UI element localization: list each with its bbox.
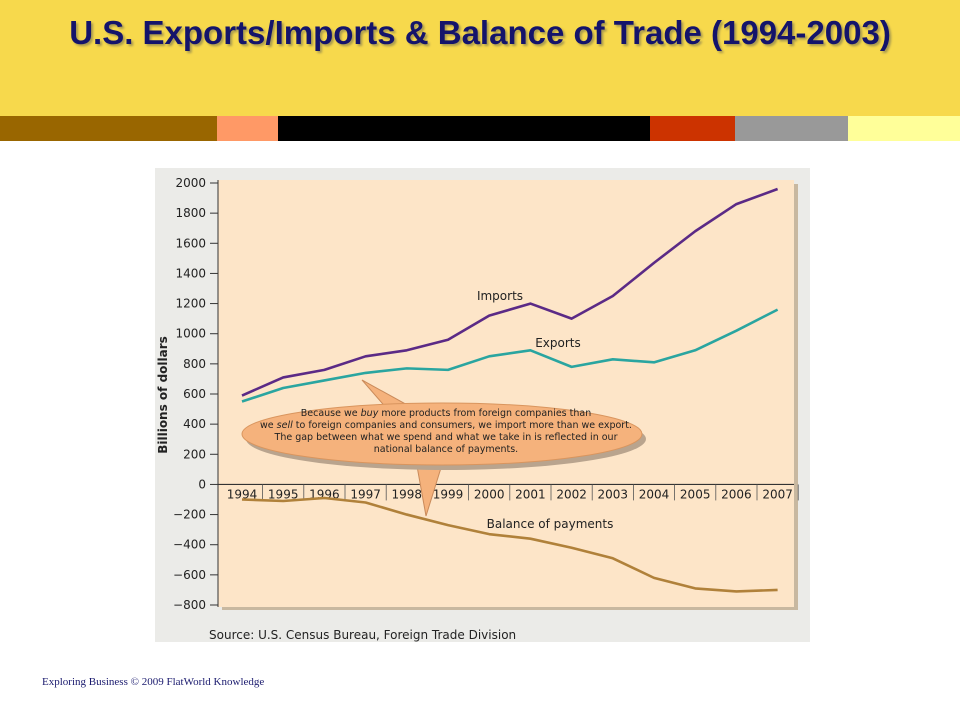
stripe (0, 116, 217, 141)
stripe (735, 116, 848, 141)
y-tick-label: −600 (173, 568, 206, 582)
callout (241, 402, 643, 466)
x-tick-label: 1997 (350, 487, 381, 501)
x-tick-label: 2002 (556, 487, 587, 501)
x-tick-label: 2003 (598, 487, 629, 501)
x-tick-label: 1994 (227, 487, 258, 501)
callout-text: Because we buy more products from foreig… (301, 408, 591, 419)
series-label: Exports (535, 336, 581, 350)
header-band (0, 0, 960, 116)
y-tick-label: 400 (183, 417, 206, 431)
series-line (241, 496, 778, 593)
stripe (278, 116, 650, 141)
x-tick-label: 2005 (680, 487, 711, 501)
y-tick-label: 0 (198, 477, 206, 491)
x-tick-label: 1995 (268, 487, 299, 501)
x-tick-label: 2004 (639, 487, 670, 501)
source-note: Source: U.S. Census Bureau, Foreign Trad… (209, 628, 516, 642)
y-tick-label: 1200 (175, 297, 206, 311)
series-line (241, 187, 779, 397)
series-label: Balance of payments (487, 517, 614, 531)
x-tick-label: 2001 (515, 487, 546, 501)
y-tick-label: −400 (173, 538, 206, 552)
chart: 2000180016001400120010008006004002000−20… (156, 176, 799, 642)
y-tick-label: 800 (183, 357, 206, 371)
y-tick-label: 1000 (175, 327, 206, 341)
series-label: Imports (477, 289, 523, 303)
x-tick-label: 2000 (474, 487, 505, 501)
y-tick-label: 1600 (175, 236, 206, 250)
callout-text: The gap between what we spend and what w… (274, 432, 618, 443)
y-tick-label: 600 (183, 387, 206, 401)
plot-area (218, 180, 794, 607)
callout-text: national balance of payments. (374, 444, 518, 455)
x-tick-label: 1999 (433, 487, 464, 501)
y-tick-label: 1400 (175, 266, 206, 280)
x-tick-label: 2007 (762, 487, 793, 501)
y-tick-label: 200 (183, 447, 206, 461)
x-tick-label: 2006 (721, 487, 752, 501)
y-tick-label: 1800 (175, 206, 206, 220)
series-line (241, 308, 779, 403)
callout-text: we sell to foreign companies and consume… (260, 420, 632, 431)
x-tick-label: 1998 (392, 487, 423, 501)
y-tick-label: 2000 (175, 176, 206, 190)
stripe (650, 116, 735, 141)
y-tick-label: −800 (173, 598, 206, 612)
footer: Exploring Business © 2009 FlatWorld Know… (42, 676, 265, 688)
y-axis-label: Billions of dollars (156, 336, 170, 454)
stripe (848, 116, 960, 141)
slide-title: U.S. Exports/Imports & Balance of Trade … (69, 14, 891, 51)
y-tick-label: −200 (173, 508, 206, 522)
stripe (217, 116, 278, 141)
